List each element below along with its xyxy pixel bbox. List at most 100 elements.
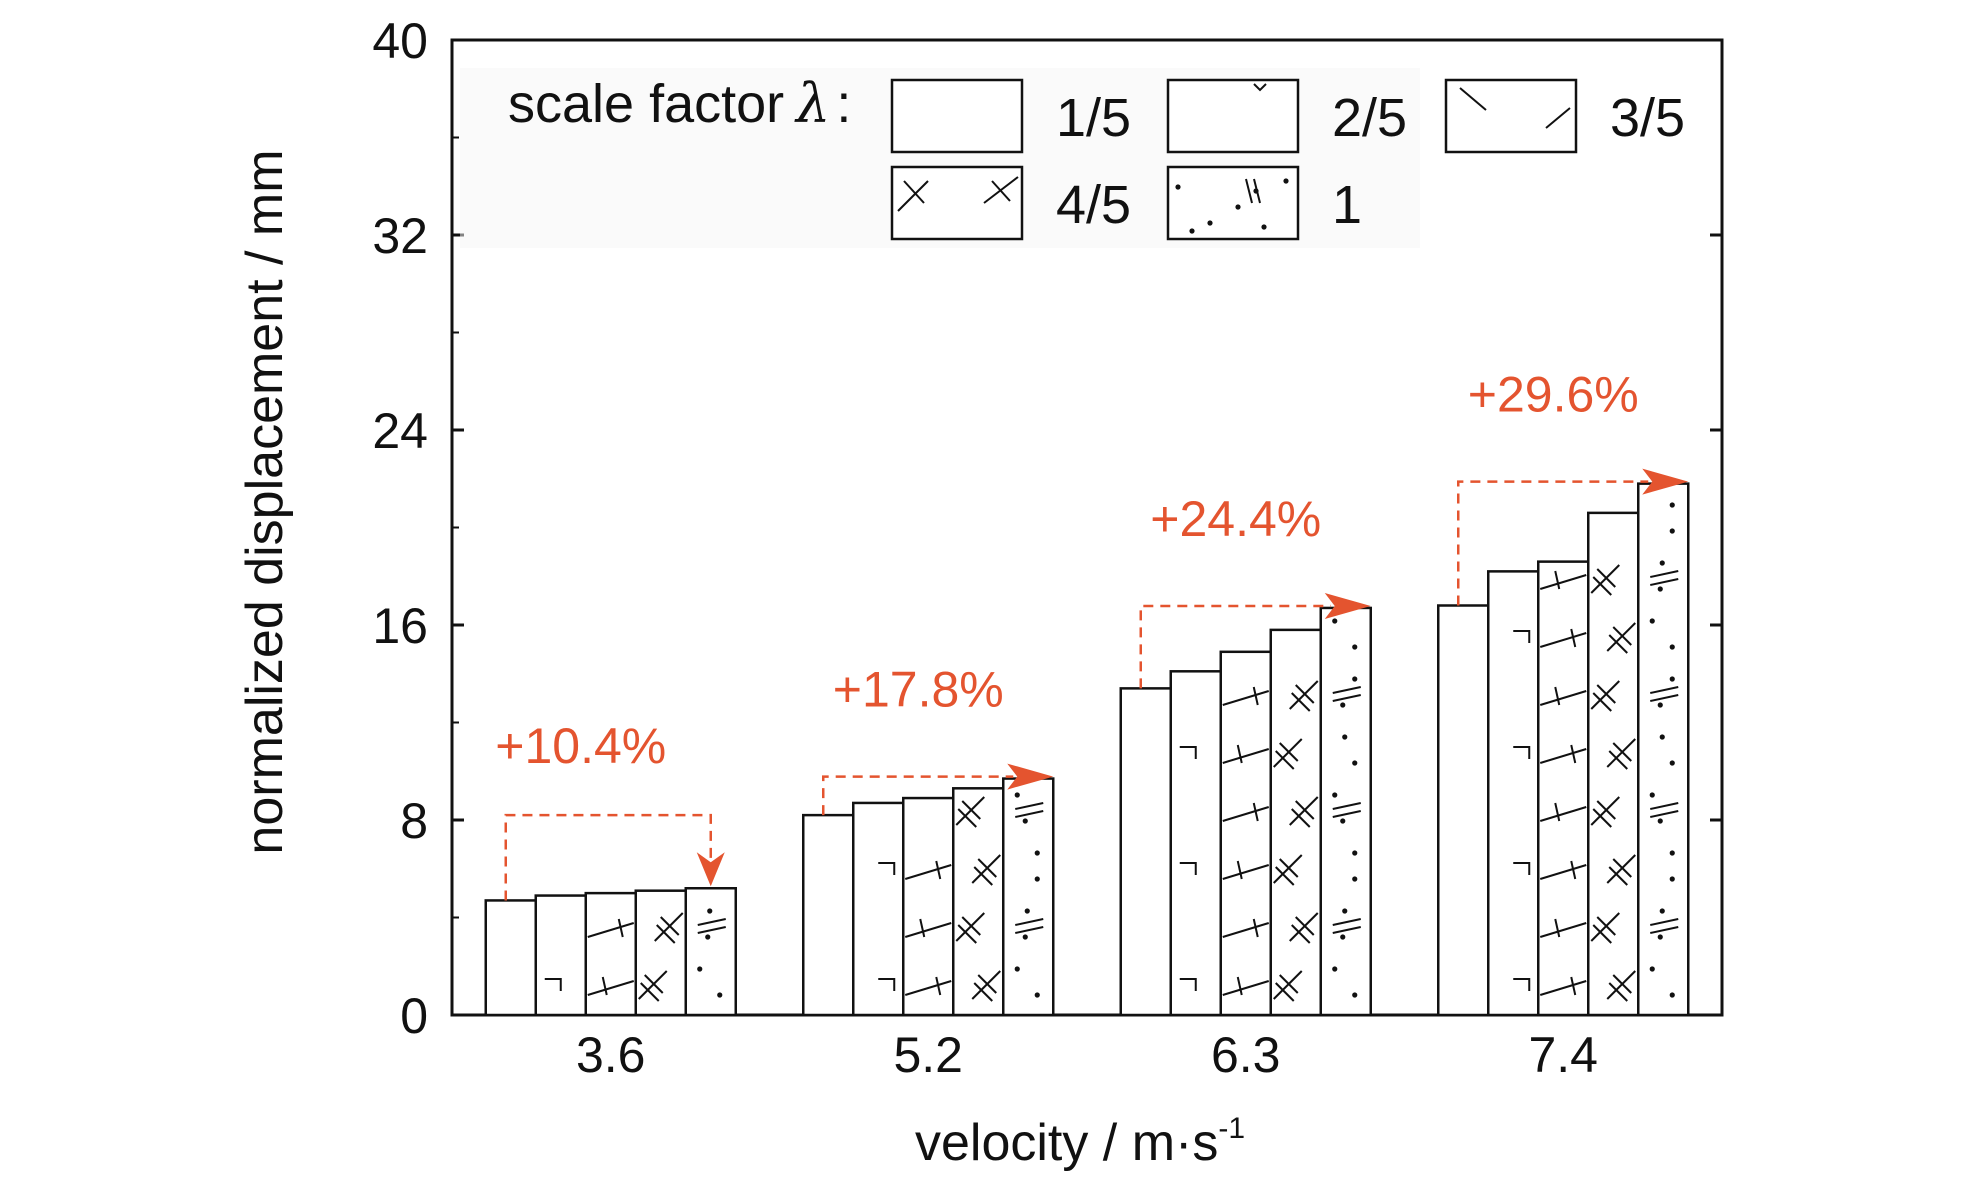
hatch-line	[1554, 802, 1561, 822]
bar	[1487, 570, 1540, 1017]
hatch-line	[1332, 810, 1361, 818]
hatch-line	[1606, 854, 1636, 884]
hatch-line	[1590, 680, 1620, 710]
hatch-mark	[1513, 978, 1531, 991]
hatch-line	[1592, 692, 1612, 712]
bar-group	[802, 777, 1055, 1017]
bar	[802, 813, 855, 1017]
hatch-dot	[1332, 966, 1338, 972]
hatch-line	[1608, 866, 1628, 886]
hatch-line	[1279, 974, 1299, 994]
legend-item: 2/5	[1166, 78, 1407, 154]
growth-annotation: +29.6%	[1457, 367, 1689, 606]
hatch-line	[1596, 684, 1616, 704]
hatch-line	[617, 918, 624, 938]
hatch-line	[971, 854, 1001, 884]
hatch-dot	[707, 908, 713, 914]
legend-swatch	[890, 165, 1024, 241]
hatch-dot	[1342, 734, 1348, 740]
x-axis: 3.6 5.2 6.3 7.4	[576, 1027, 1598, 1083]
hatch-dot	[1649, 792, 1655, 798]
hatch-dot	[705, 934, 711, 940]
hatch-dot	[1340, 702, 1346, 708]
legend-hatch	[903, 180, 925, 204]
legend: scale factor λ: 1/5 2/5 3/5 4/5 1	[460, 68, 1685, 248]
hatch-line	[1570, 744, 1577, 764]
hatch-line	[1236, 744, 1243, 764]
legend-lambda: λ	[794, 72, 830, 135]
growth-label: +29.6%	[1468, 367, 1639, 423]
bar	[484, 899, 537, 1017]
hatch-line	[1273, 854, 1303, 884]
hatch-line	[1570, 628, 1577, 648]
hatch-line	[935, 976, 942, 996]
hatch-dot	[1657, 934, 1663, 940]
hatch-line	[1596, 568, 1616, 588]
hatch-line	[656, 924, 676, 944]
hatch-line	[1222, 748, 1270, 764]
hatch-dot	[1352, 876, 1358, 882]
x-axis-label: velocity / m·s-1	[915, 1112, 1245, 1172]
hatch-line	[971, 970, 1001, 1000]
legend-dot	[1283, 178, 1289, 184]
hatch-line	[1650, 918, 1679, 926]
hatch-mark	[1513, 746, 1531, 759]
hatch-line	[935, 860, 942, 880]
hatch-mark	[1513, 862, 1531, 875]
hatch-dot	[1657, 702, 1663, 708]
bar	[1169, 670, 1222, 1017]
bar	[534, 894, 587, 1017]
hatch-line	[1596, 916, 1616, 936]
hatch-line	[1252, 686, 1259, 706]
legend-dot	[1207, 220, 1213, 226]
hatch-line	[957, 808, 977, 828]
bar	[1219, 650, 1272, 1017]
hatch-line	[1539, 864, 1587, 880]
legend-label: 4/5	[1056, 175, 1131, 235]
hatch-line	[1612, 742, 1632, 762]
hatch-line	[955, 796, 985, 826]
bar	[1002, 777, 1055, 1017]
hatch-line	[1332, 686, 1361, 694]
hatch-dot	[1034, 992, 1040, 998]
growth-label: +17.8%	[833, 662, 1004, 718]
hatch-mark	[1179, 978, 1197, 991]
hatch-mark	[1513, 630, 1531, 643]
hatch-dot	[1352, 850, 1358, 856]
hatch-line	[904, 980, 952, 996]
hatch-line	[1236, 860, 1243, 880]
hatch-dot	[1352, 992, 1358, 998]
hatch-line	[1590, 564, 1620, 594]
hatch-line	[1612, 974, 1632, 994]
legend-label: 3/5	[1610, 88, 1685, 148]
y-tick-label: 8	[400, 793, 428, 849]
hatch-dot	[1014, 966, 1020, 972]
hatch-dot	[717, 992, 723, 998]
hatch-dot	[1332, 792, 1338, 798]
hatch-mark	[1179, 746, 1197, 759]
legend-hatch	[1253, 178, 1261, 204]
growth-arrow-line	[1457, 480, 1649, 606]
hatch-line	[961, 916, 981, 936]
bar-group	[484, 887, 737, 1017]
hatch-line	[1015, 926, 1044, 934]
hatch-line	[1554, 570, 1561, 590]
bar-group	[1119, 606, 1372, 1017]
hatch-line	[638, 970, 668, 1000]
hatch-dot	[1022, 934, 1028, 940]
hatch-dot	[1669, 676, 1675, 682]
legend-swatch	[1166, 78, 1300, 154]
hatch-line	[1570, 860, 1577, 880]
hatch-dot	[1659, 908, 1665, 914]
hatch-dot	[1669, 502, 1675, 508]
legend-dot	[1175, 184, 1181, 190]
x-axis-label-text: velocity / m·s	[915, 1114, 1218, 1172]
legend-item: 1/5	[890, 78, 1131, 154]
hatch-line	[1222, 922, 1270, 938]
bar	[1637, 482, 1690, 1017]
growth-arrow-line	[822, 775, 1014, 816]
hatch-line	[1650, 802, 1679, 810]
hatch-dot	[1034, 876, 1040, 882]
hatch-dot	[1342, 908, 1348, 914]
legend-swatch	[1166, 165, 1300, 241]
